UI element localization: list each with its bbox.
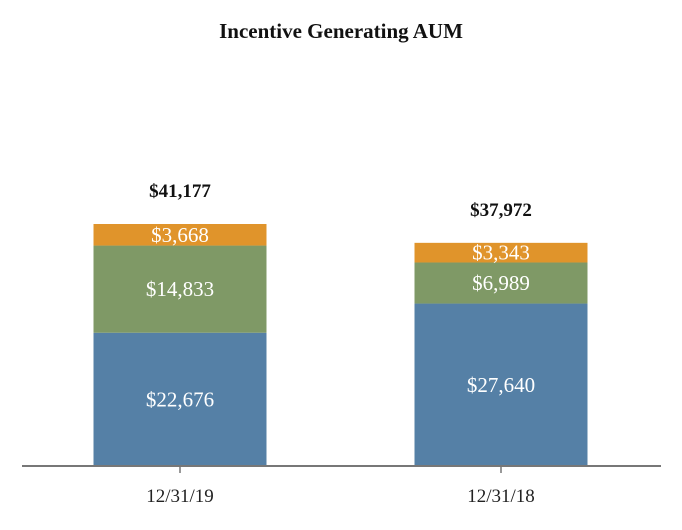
segment-label-1-2: $27,640 [467,373,535,397]
bar-segment-2-1 [93,245,267,333]
segment-label-3-2: $3,343 [472,241,530,265]
bars-group [93,224,588,466]
segment-label-2-2: $6,989 [472,271,530,295]
segment-label-3-1: $3,668 [151,223,209,247]
bar-segment-3-2 [414,242,588,263]
total-label-1: $41,177 [149,181,211,202]
bar-segment-1-1 [93,332,267,466]
bar-segment-3-1 [93,224,267,246]
bar-segment-2-2 [414,262,588,304]
labels-group: $22,676 $14,833 $3,668 $41,177 $27,640 $6,989… [146,181,535,411]
x-tick-label-2: 12/31/18 [467,486,535,507]
segment-label-2-1: $14,833 [146,277,214,301]
bar-segment-1-2 [414,303,588,466]
segment-label-1-1: $22,676 [146,387,214,411]
total-label-2: $37,972 [470,200,532,221]
x-ticks-group: 12/31/19 12/31/18 [146,466,535,507]
x-tick-label-1: 12/31/19 [146,486,214,507]
chart-title: Incentive Generating AUM [219,19,463,43]
